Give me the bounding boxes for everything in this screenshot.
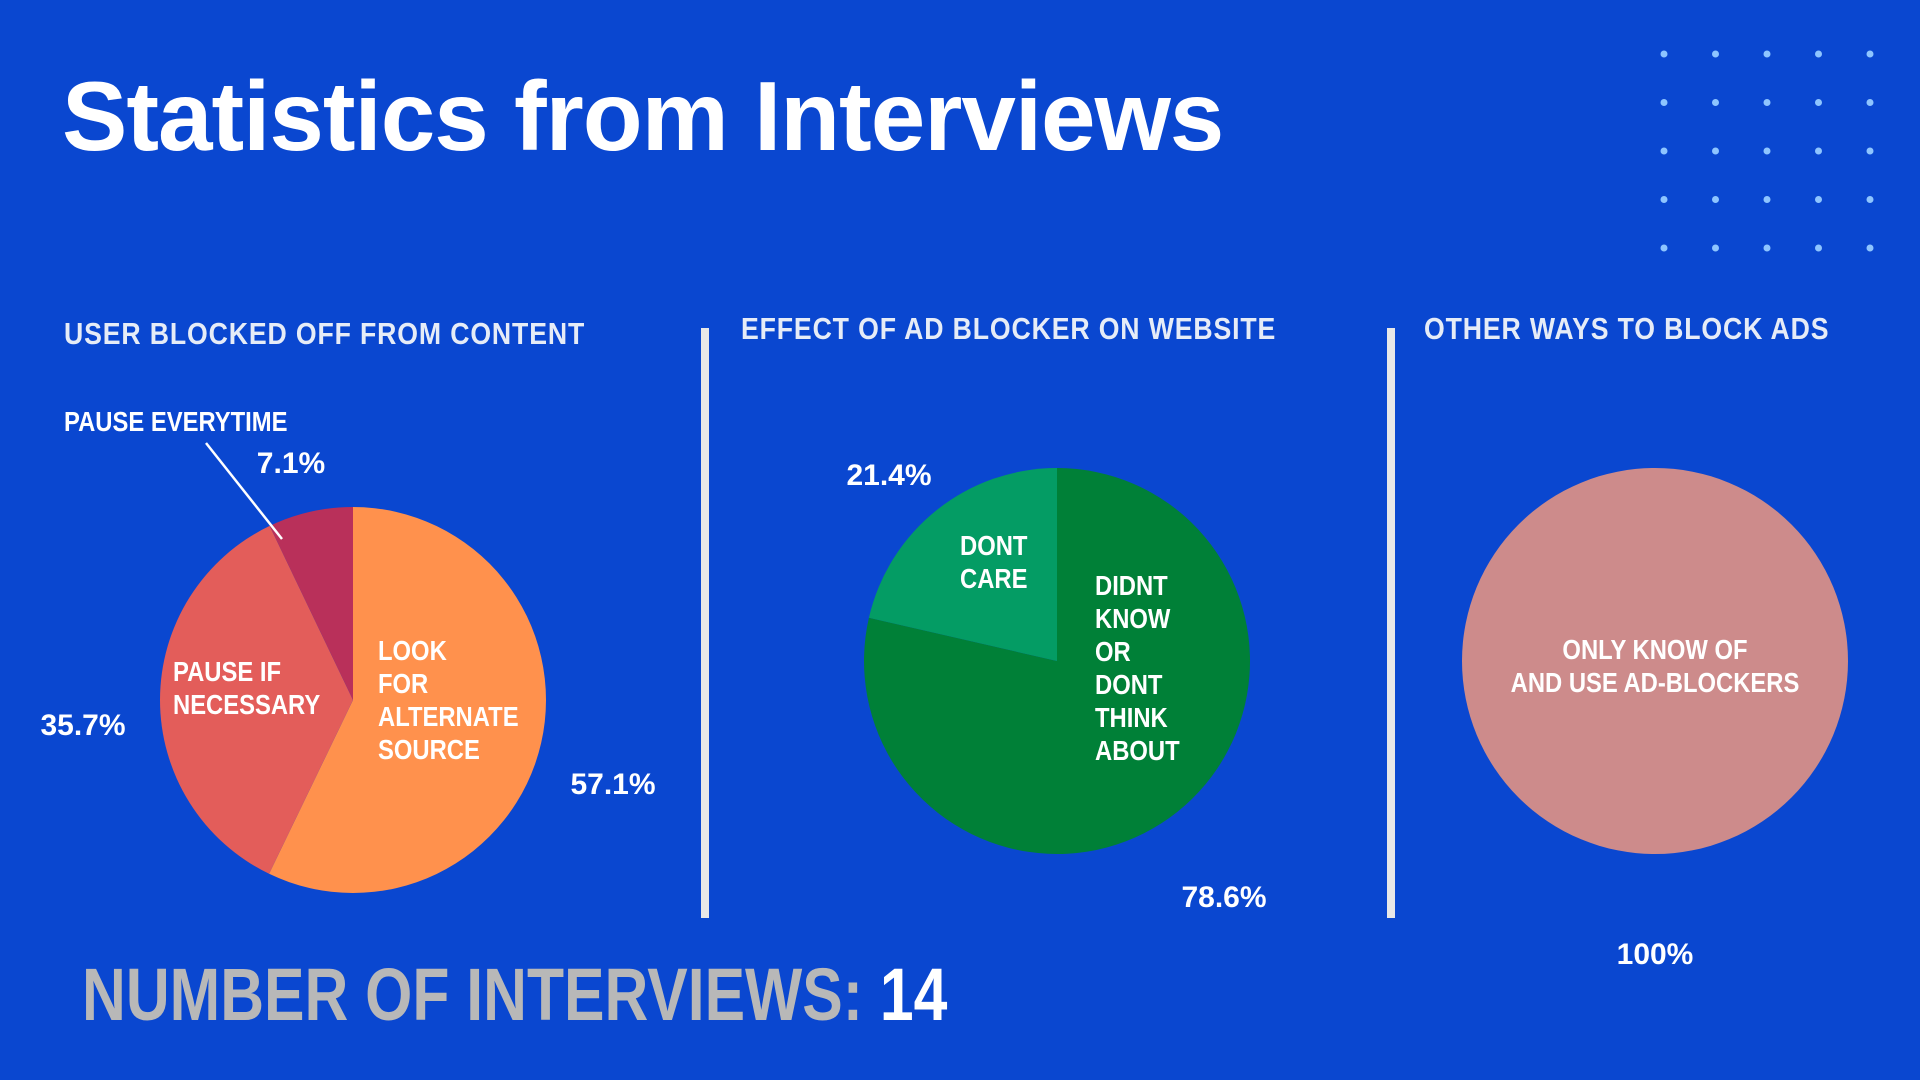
- decor-dot: [1660, 50, 1668, 58]
- decor-dot: [1815, 50, 1822, 58]
- decor-dot: [1763, 244, 1771, 252]
- decor-dot: [1712, 196, 1719, 203]
- footer-label: NUMBER OF INTERVIEWS:: [82, 953, 863, 1036]
- chart-title: EFFECT OF AD BLOCKER ON WEBSITE: [741, 311, 1277, 346]
- footer-value: 14: [879, 953, 948, 1036]
- slice-label: PAUSE IF NECESSARY: [173, 656, 321, 720]
- page-title: Statistics from Interviews: [62, 61, 1224, 171]
- decor-dot: [1660, 99, 1668, 106]
- decor-dot: [1815, 147, 1822, 155]
- slice-label: DONT CARE: [960, 530, 1028, 594]
- decor-dot: [1866, 244, 1874, 252]
- value-label: 21.4%: [846, 459, 932, 492]
- slice-label: ONLY KNOW OF AND USE AD-BLOCKERS: [1510, 634, 1800, 698]
- decor-dot: [1660, 244, 1668, 252]
- decor-dot: [1866, 99, 1874, 106]
- decor-dot: [1660, 147, 1668, 155]
- decor-dot: [1866, 147, 1874, 155]
- decor-dot: [1712, 244, 1719, 252]
- decor-dot: [1866, 50, 1874, 58]
- decor-dot: [1763, 196, 1771, 203]
- decor-dot: [1815, 244, 1822, 252]
- pie-slice: [269, 507, 546, 894]
- decor-dot: [1815, 196, 1822, 203]
- value-label: 78.6%: [1181, 881, 1267, 914]
- chart-title: OTHER WAYS TO BLOCK ADS: [1424, 311, 1830, 346]
- pie-slice: [868, 468, 1057, 661]
- decor-dot: [1660, 196, 1668, 203]
- footer: NUMBER OF INTERVIEWS: 14: [82, 952, 947, 1037]
- pie-slice: [864, 468, 1250, 855]
- decor-dot: [1815, 99, 1822, 106]
- value-label: 35.7%: [40, 709, 126, 742]
- decor-dot: [1712, 99, 1719, 106]
- value-label: 7.1%: [256, 447, 326, 480]
- pie-slice: [269, 507, 353, 700]
- pie-slice: [160, 525, 353, 874]
- leader-line: [205, 442, 283, 540]
- chart-title: USER BLOCKED OFF FROM CONTENT: [64, 316, 586, 351]
- decor-dot: [1866, 196, 1874, 203]
- value-label: 100%: [1616, 938, 1694, 971]
- decor-dot: [1712, 50, 1719, 58]
- decor-dot: [1763, 147, 1771, 155]
- slice-label: PAUSE EVERYTIME: [64, 406, 288, 437]
- slice-label: DIDNT KNOW OR DONT THINK ABOUT: [1095, 570, 1180, 766]
- decor-dot: [1712, 147, 1719, 155]
- decor-dot: [1763, 99, 1771, 106]
- slice-label: LOOK FOR ALTERNATE SOURCE: [378, 635, 519, 765]
- value-label: 57.1%: [570, 768, 656, 801]
- pie-slice: [1462, 468, 1848, 854]
- decor-dot: [1763, 50, 1771, 58]
